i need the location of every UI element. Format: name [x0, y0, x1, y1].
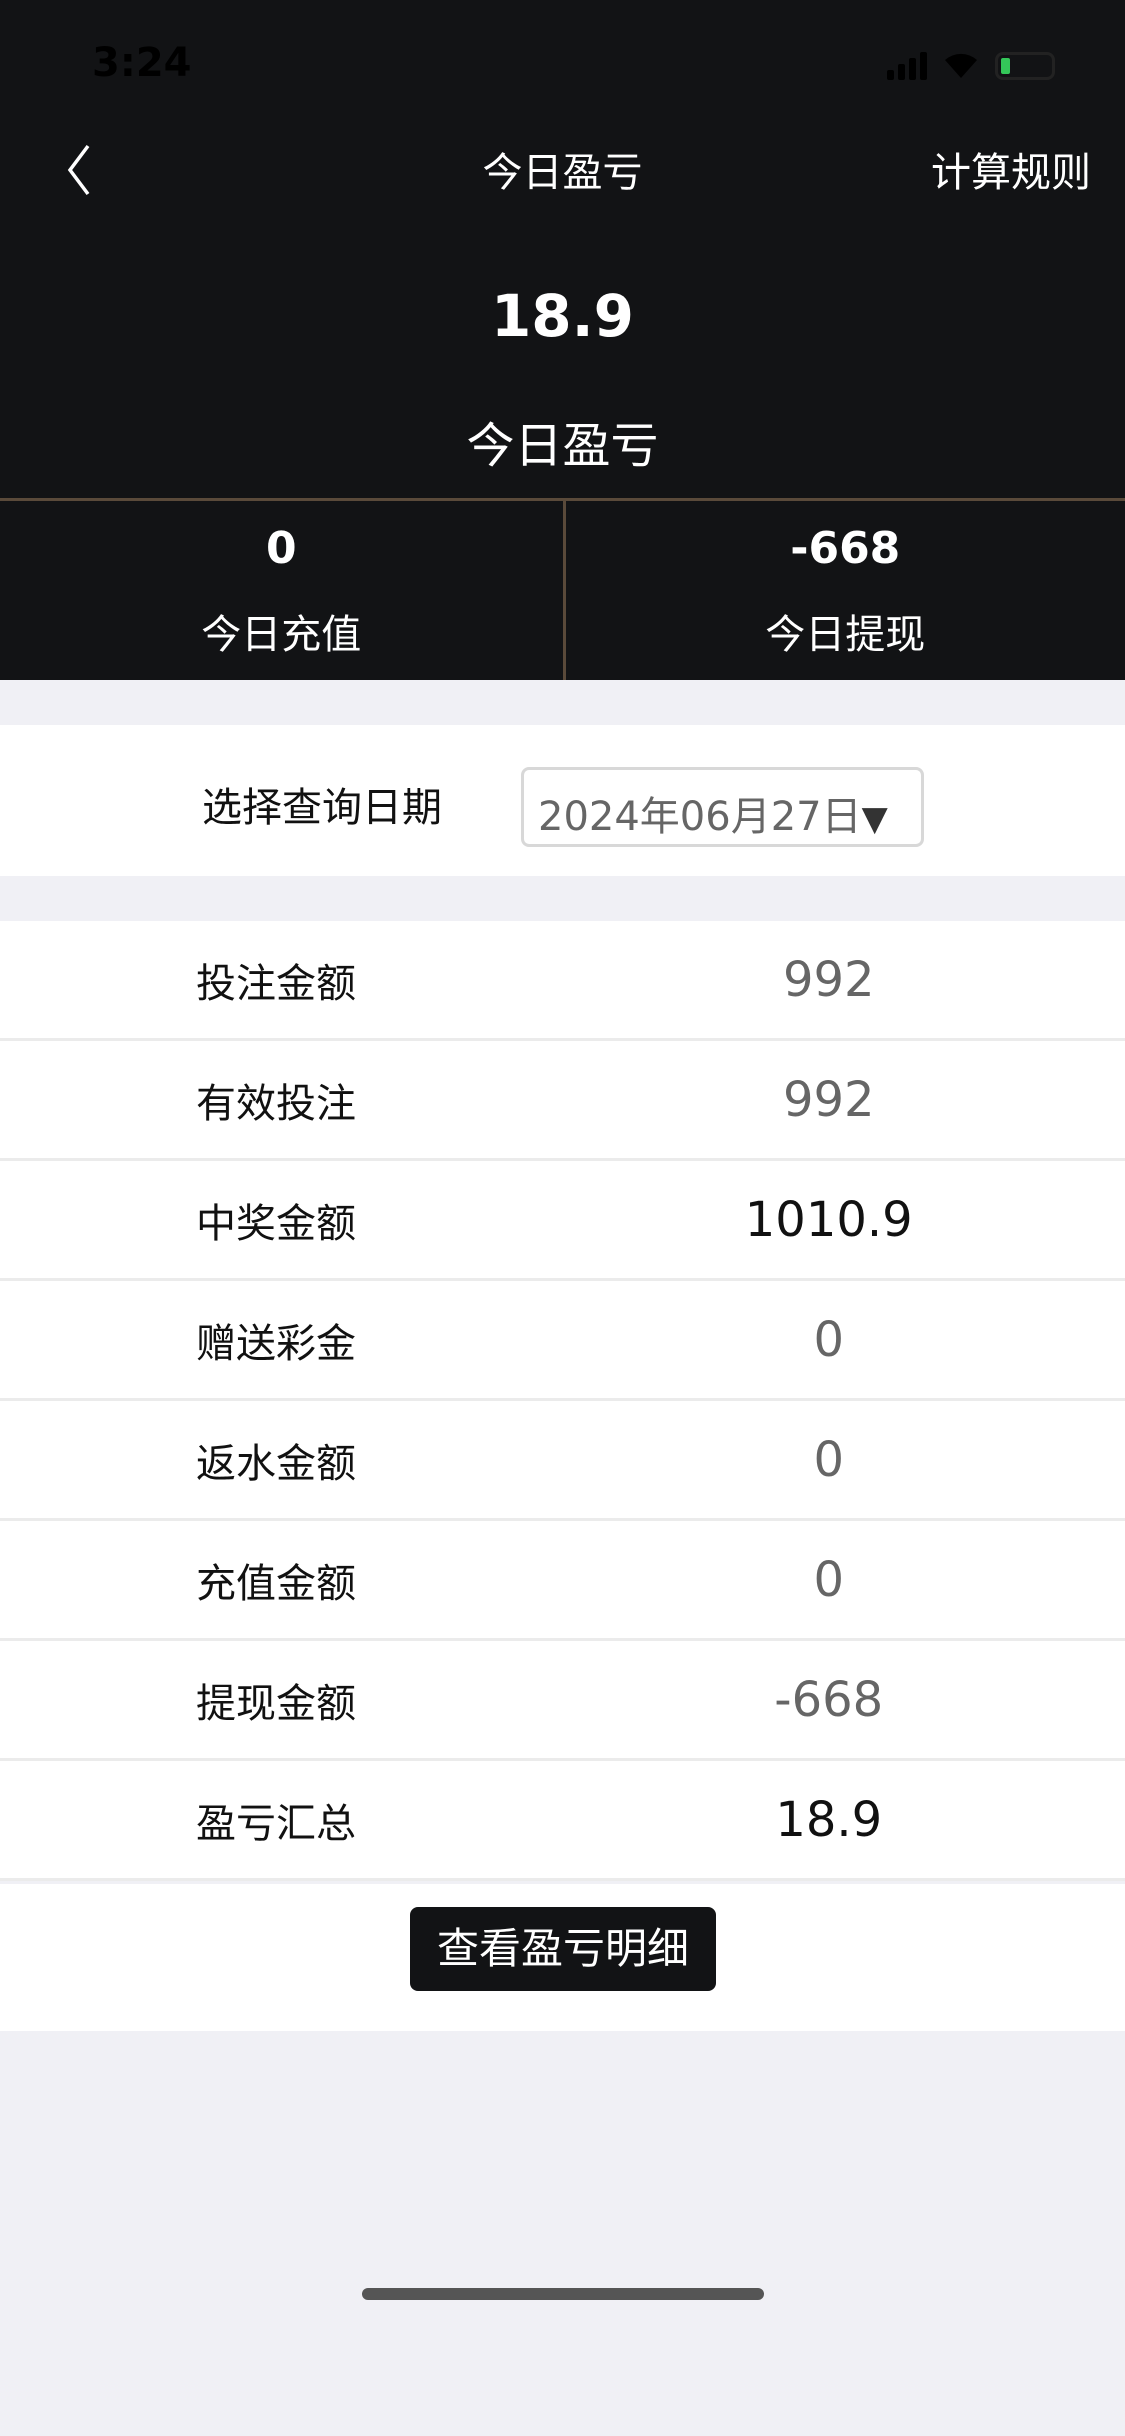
- date-filter-label: 选择查询日期: [202, 785, 442, 831]
- today-withdraw: -668 今日提现: [562, 501, 1125, 680]
- row-label: 返水金额: [196, 1440, 356, 1487]
- date-select-value: 2024年06月27日: [538, 794, 862, 840]
- home-indicator[interactable]: [362, 2288, 764, 2300]
- row-value: 18.9: [775, 1791, 883, 1848]
- date-select[interactable]: 2024年06月27日▼: [521, 767, 924, 847]
- row-value: 0: [813, 1431, 845, 1488]
- button-area: 查看盈亏明细: [0, 1884, 1125, 2031]
- battery-icon: [995, 52, 1055, 80]
- today-withdraw-label: 今日提现: [765, 612, 926, 658]
- row-label: 盈亏汇总: [196, 1800, 356, 1847]
- wifi-icon: [945, 53, 977, 78]
- row-label: 提现金额: [196, 1680, 356, 1727]
- row-label: 赠送彩金: [196, 1320, 356, 1367]
- row-label: 充值金额: [196, 1560, 356, 1607]
- list-item: 盈亏汇总 18.9: [0, 1761, 1125, 1881]
- today-profit-value: 18.9: [490, 282, 635, 350]
- stats-list: 投注金额 992 有效投注 992 中奖金额 1010.9 赠送彩金 0 返水金额 0 充…: [0, 921, 1125, 1881]
- page-title: 今日盈亏: [482, 150, 643, 196]
- list-item: 有效投注 992: [0, 1041, 1125, 1161]
- calculation-rules-button[interactable]: 计算规则: [931, 150, 1091, 196]
- row-value: -668: [774, 1671, 884, 1728]
- list-item: 中奖金额 1010.9: [0, 1161, 1125, 1281]
- caret-down-icon: ▼: [861, 799, 888, 839]
- row-value: 992: [782, 1071, 875, 1128]
- header: 3:24 今日盈亏 计算规则 18.9 今日盈亏 0 今日充值 -668 今日提…: [0, 0, 1125, 680]
- status-icons: [887, 50, 1055, 80]
- row-value: 1010.9: [744, 1191, 913, 1248]
- today-withdraw-value: -668: [790, 523, 901, 574]
- row-label: 投注金额: [196, 960, 356, 1007]
- row-value: 0: [813, 1311, 845, 1368]
- today-recharge: 0 今日充值: [0, 501, 563, 680]
- date-filter-row: 选择查询日期 2024年06月27日▼: [0, 725, 1125, 876]
- row-value: 0: [813, 1551, 845, 1608]
- row-label: 有效投注: [196, 1080, 356, 1127]
- today-recharge-label: 今日充值: [201, 612, 362, 658]
- view-details-button[interactable]: 查看盈亏明细: [410, 1907, 716, 1991]
- list-item: 充值金额 0: [0, 1521, 1125, 1641]
- today-profit-label: 今日盈亏: [466, 418, 659, 474]
- row-label: 中奖金额: [196, 1200, 356, 1247]
- signal-icon: [887, 52, 927, 80]
- list-item: 提现金额 -668: [0, 1641, 1125, 1761]
- list-item: 投注金额 992: [0, 921, 1125, 1041]
- status-time: 3:24: [92, 40, 192, 86]
- back-icon[interactable]: [60, 140, 100, 200]
- today-recharge-value: 0: [265, 523, 297, 574]
- summary-split: 0 今日充值 -668 今日提现: [0, 498, 1125, 680]
- list-item: 赠送彩金 0: [0, 1281, 1125, 1401]
- list-item: 返水金额 0: [0, 1401, 1125, 1521]
- row-value: 992: [782, 951, 875, 1008]
